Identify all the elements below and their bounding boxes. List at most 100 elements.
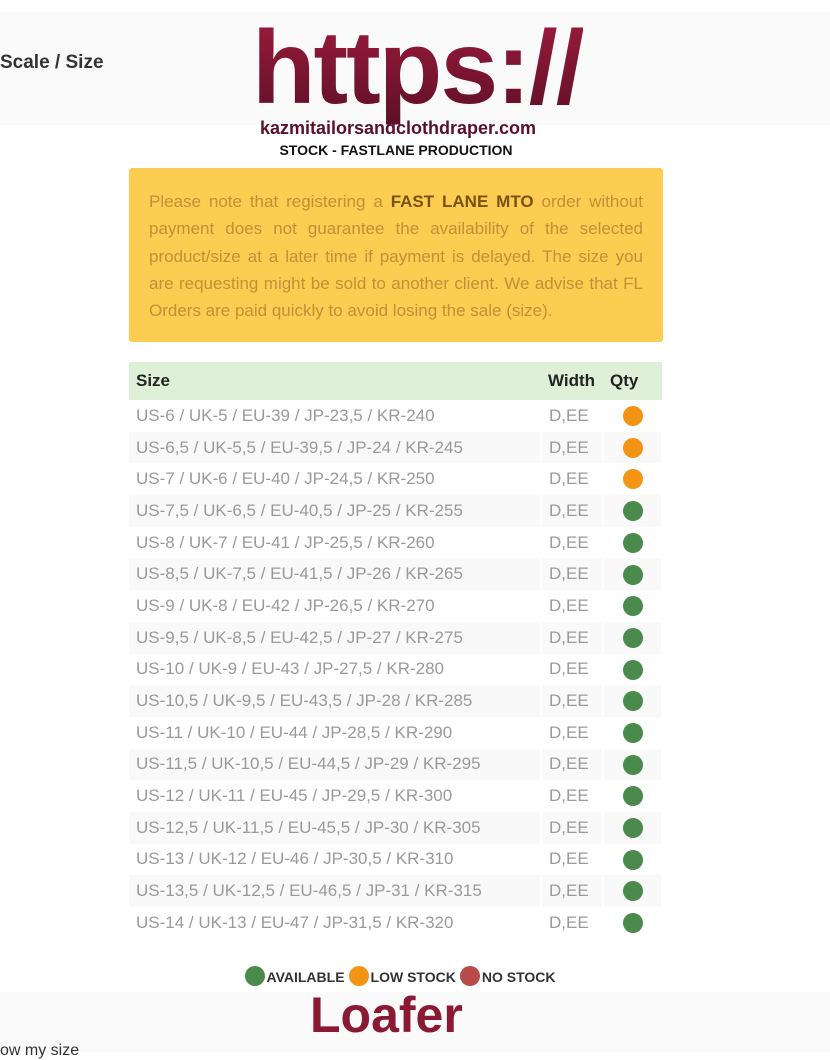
width-cell: D,EE <box>541 685 604 717</box>
width-cell: D,EE <box>541 811 604 844</box>
stock-dot <box>623 818 643 839</box>
size-cell: US-12 / UK-11 / EU-45 / JP-29,5 / KR-300 <box>129 780 542 812</box>
table-row: US-12,5 / UK-11,5 / EU-45,5 / JP-30 / KR… <box>129 811 663 844</box>
qty-cell <box>603 907 663 939</box>
legend-label: AVAILABLE <box>266 969 345 985</box>
width-cell: D,EE <box>541 843 604 876</box>
table-row: US-10 / UK-9 / EU-43 / JP-27,5 / KR-280 D… <box>129 653 663 686</box>
legend-dot <box>244 966 265 986</box>
table-row: US-9,5 / UK-8,5 / EU-42,5 / JP-27 / KR-2… <box>129 621 663 654</box>
legend-label: LOW STOCK <box>370 969 456 985</box>
width-cell: D,EE <box>541 463 604 496</box>
size-table: Size Width Qty US-6 / UK-5 / EU-39 / JP-… <box>129 362 663 939</box>
legend: AVAILABLE LOW STOCK NO STOCK <box>0 966 796 986</box>
table-row: US-13,5 / UK-12,5 / EU-46,5 / JP-31 / KR… <box>129 875 663 907</box>
header-cell: Size <box>129 362 541 400</box>
stock-dot <box>623 659 643 680</box>
table-row: US-9 / UK-8 / EU-42 / JP-26,5 / KR-270 D,… <box>129 590 663 622</box>
width-cell: D,EE <box>541 495 604 527</box>
table-row: US-7,5 / UK-6,5 / EU-40,5 / JP-25 / KR-2… <box>129 495 663 527</box>
legend-dot <box>459 966 480 986</box>
width-cell: D,EE <box>541 621 604 654</box>
stock-dot <box>623 596 643 617</box>
header-cell: Qty <box>603 362 662 400</box>
table-row: US-11,5 / UK-10,5 / EU-44,5 / JP-29 / KR… <box>129 748 663 781</box>
stock-dot <box>623 627 643 648</box>
legend-dot <box>348 966 369 986</box>
qty-cell <box>603 875 663 907</box>
table-row: US-14 / UK-13 / EU-47 / JP-31,5 / KR-320… <box>129 907 663 939</box>
subtitle: STOCK - FASTLANE PRODUCTION <box>279 142 513 158</box>
qty-cell <box>603 621 663 654</box>
size-cell: US-10 / UK-9 / EU-43 / JP-27,5 / KR-280 <box>129 653 542 686</box>
watermark: https:// <box>252 10 585 126</box>
header-band <box>0 12 830 125</box>
table-row: US-12 / UK-11 / EU-45 / JP-29,5 / KR-300… <box>129 780 663 812</box>
stock-dot <box>623 469 643 490</box>
size-cell: US-11 / UK-10 / EU-44 / JP-28,5 / KR-290 <box>129 716 542 749</box>
qty-cell <box>603 748 663 781</box>
width-cell: D,EE <box>541 748 604 781</box>
size-cell: US-7,5 / UK-6,5 / EU-40,5 / JP-25 / KR-2… <box>129 495 542 527</box>
qty-cell <box>603 526 663 559</box>
site-name: kazmitailorsandclothdraper.com <box>259 118 537 138</box>
notice: Please note that registering a FAST LANE… <box>129 168 663 342</box>
legend-label: NO STOCK <box>481 969 556 985</box>
size-cell: US-9 / UK-8 / EU-42 / JP-26,5 / KR-270 <box>129 590 542 622</box>
size-cell: US-6,5 / UK-5,5 / EU-39,5 / JP-24 / KR-2… <box>129 431 542 464</box>
width-cell: D,EE <box>541 653 604 686</box>
table-row: US-8 / UK-7 / EU-41 / JP-25,5 / KR-260 D,… <box>129 526 663 559</box>
table-row: US-13 / UK-12 / EU-46 / JP-30,5 / KR-310… <box>129 843 663 876</box>
stock-dot <box>623 406 643 427</box>
width-cell: D,EE <box>541 875 604 907</box>
size-cell: US-13,5 / UK-12,5 / EU-46,5 / JP-31 / KR… <box>129 875 542 907</box>
table-row: US-6,5 / UK-5,5 / EU-39,5 / JP-24 / KR-2… <box>129 431 663 464</box>
stock-dot <box>623 437 643 458</box>
stock-dot <box>623 913 643 934</box>
width-cell: D,EE <box>541 907 604 939</box>
width-cell: D,EE <box>541 526 604 559</box>
stock-dot <box>623 722 643 743</box>
stock-dot <box>623 691 643 712</box>
size-link[interactable]: ow my size <box>0 1042 80 1059</box>
stock-dot <box>623 754 643 775</box>
size-cell: US-8 / UK-7 / EU-41 / JP-25,5 / KR-260 <box>129 526 542 559</box>
size-cell: US-11,5 / UK-10,5 / EU-44,5 / JP-29 / KR… <box>129 748 542 781</box>
footer-band <box>0 992 830 1052</box>
size-cell: US-8,5 / UK-7,5 / EU-41,5 / JP-26 / KR-2… <box>129 558 542 591</box>
stock-dot <box>623 501 643 522</box>
size-cell: US-9,5 / UK-8,5 / EU-42,5 / JP-27 / KR-2… <box>129 621 542 654</box>
width-cell: D,EE <box>541 431 604 464</box>
size-cell: US-7 / UK-6 / EU-40 / JP-24,5 / KR-250 <box>129 463 542 496</box>
size-cell: US-14 / UK-13 / EU-47 / JP-31,5 / KR-320 <box>129 907 542 939</box>
stock-dot <box>623 564 643 585</box>
qty-cell <box>603 590 663 622</box>
product-title: Loafer <box>310 987 463 1043</box>
table-row: US-8,5 / UK-7,5 / EU-41,5 / JP-26 / KR-2… <box>129 558 663 591</box>
table-row: US-7 / UK-6 / EU-40 / JP-24,5 / KR-250 D,… <box>129 463 663 496</box>
size-cell: US-13 / UK-12 / EU-46 / JP-30,5 / KR-310 <box>129 843 542 876</box>
qty-cell <box>603 653 663 686</box>
qty-cell <box>603 843 663 876</box>
size-cell: US-6 / UK-5 / EU-39 / JP-23,5 / KR-240 <box>129 400 542 432</box>
width-cell: D,EE <box>541 590 604 622</box>
qty-cell <box>603 780 663 812</box>
stock-dot <box>623 786 643 807</box>
qty-cell <box>603 400 663 432</box>
width-cell: D,EE <box>541 558 604 591</box>
width-cell: D,EE <box>541 780 604 812</box>
table-row: US-6 / UK-5 / EU-39 / JP-23,5 / KR-240 D,… <box>129 400 663 432</box>
qty-cell <box>603 558 663 591</box>
qty-cell <box>603 685 663 717</box>
notice-text: Please note that registering a <box>149 192 383 211</box>
stock-dot <box>623 881 643 902</box>
qty-cell <box>603 811 663 844</box>
qty-cell <box>603 495 663 527</box>
stock-dot <box>623 532 643 553</box>
header-cell: Width <box>541 362 603 400</box>
stock-dot <box>623 849 643 870</box>
width-cell: D,EE <box>541 716 604 749</box>
notice-text: order without payment does not guarantee… <box>149 192 643 321</box>
size-cell: US-10,5 / UK-9,5 / EU-43,5 / JP-28 / KR-… <box>129 685 542 717</box>
